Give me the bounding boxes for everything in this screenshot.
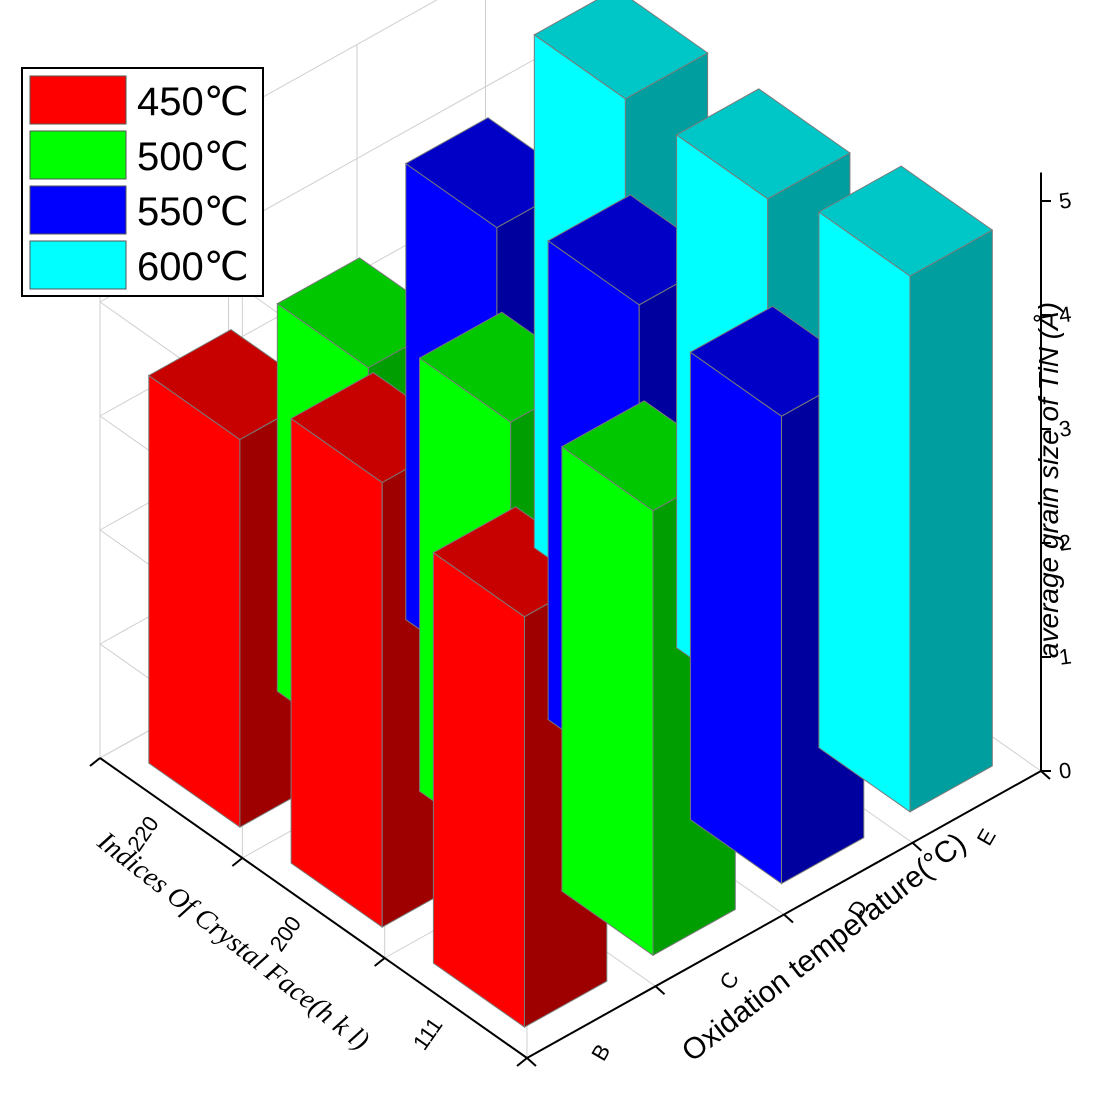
legend-label-600: 600℃ bbox=[137, 245, 249, 289]
bar-front-face bbox=[689, 351, 782, 885]
x-tick-label: E bbox=[972, 825, 1001, 850]
legend-swatch-550 bbox=[29, 185, 127, 235]
legend-item: 550℃ bbox=[29, 185, 249, 235]
x-tick bbox=[526, 1057, 537, 1067]
legend-item: 500℃ bbox=[29, 130, 249, 180]
legend-label-450: 450℃ bbox=[137, 80, 249, 124]
x-tick-label: C bbox=[714, 967, 744, 993]
z-tick-label: 0 bbox=[1057, 757, 1073, 783]
z-tick-label: 3 bbox=[1057, 415, 1073, 441]
z-tick-label: 1 bbox=[1057, 643, 1073, 669]
z-tick-label: 4 bbox=[1057, 301, 1073, 327]
z-tick-label: 5 bbox=[1057, 187, 1073, 213]
bar-front-face bbox=[818, 211, 911, 813]
z-tick-label: 2 bbox=[1057, 529, 1073, 555]
legend-swatch-600 bbox=[29, 240, 127, 290]
bar-front-face bbox=[561, 445, 654, 957]
y-tick bbox=[89, 757, 101, 767]
bar-front-face bbox=[148, 374, 241, 829]
bar-top-face bbox=[817, 165, 994, 277]
legend: 450℃ 500℃ 550℃ 600℃ bbox=[21, 67, 264, 297]
bar bbox=[817, 165, 994, 813]
legend-item: 450℃ bbox=[29, 75, 249, 125]
bars bbox=[147, 0, 994, 1029]
z-axis-label: average grain size of TiN (Å) bbox=[1033, 302, 1064, 658]
bar-side-face bbox=[909, 229, 993, 813]
bar-front-face bbox=[432, 551, 525, 1029]
x-tick bbox=[1040, 770, 1051, 780]
x-tick bbox=[783, 913, 794, 924]
y-tick bbox=[374, 957, 386, 967]
legend-label-500: 500℃ bbox=[137, 135, 249, 179]
legend-item: 600℃ bbox=[29, 240, 249, 290]
legend-label-550: 550℃ bbox=[137, 190, 249, 234]
legend-swatch-500 bbox=[29, 130, 127, 180]
legend-swatch-450 bbox=[29, 75, 127, 125]
y-tick-label: 111 bbox=[408, 1013, 448, 1055]
y-axis-line bbox=[99, 757, 528, 1059]
y-tick-label: 200 bbox=[265, 911, 307, 955]
bar-top-face bbox=[675, 88, 851, 200]
y-tick bbox=[231, 857, 243, 867]
x-tick bbox=[654, 985, 666, 995]
bar-front-face bbox=[290, 417, 383, 929]
bar-top-face bbox=[533, 0, 709, 100]
x-tick bbox=[911, 842, 923, 852]
x-tick-label: B bbox=[586, 1040, 615, 1065]
y-tick bbox=[516, 1057, 528, 1067]
